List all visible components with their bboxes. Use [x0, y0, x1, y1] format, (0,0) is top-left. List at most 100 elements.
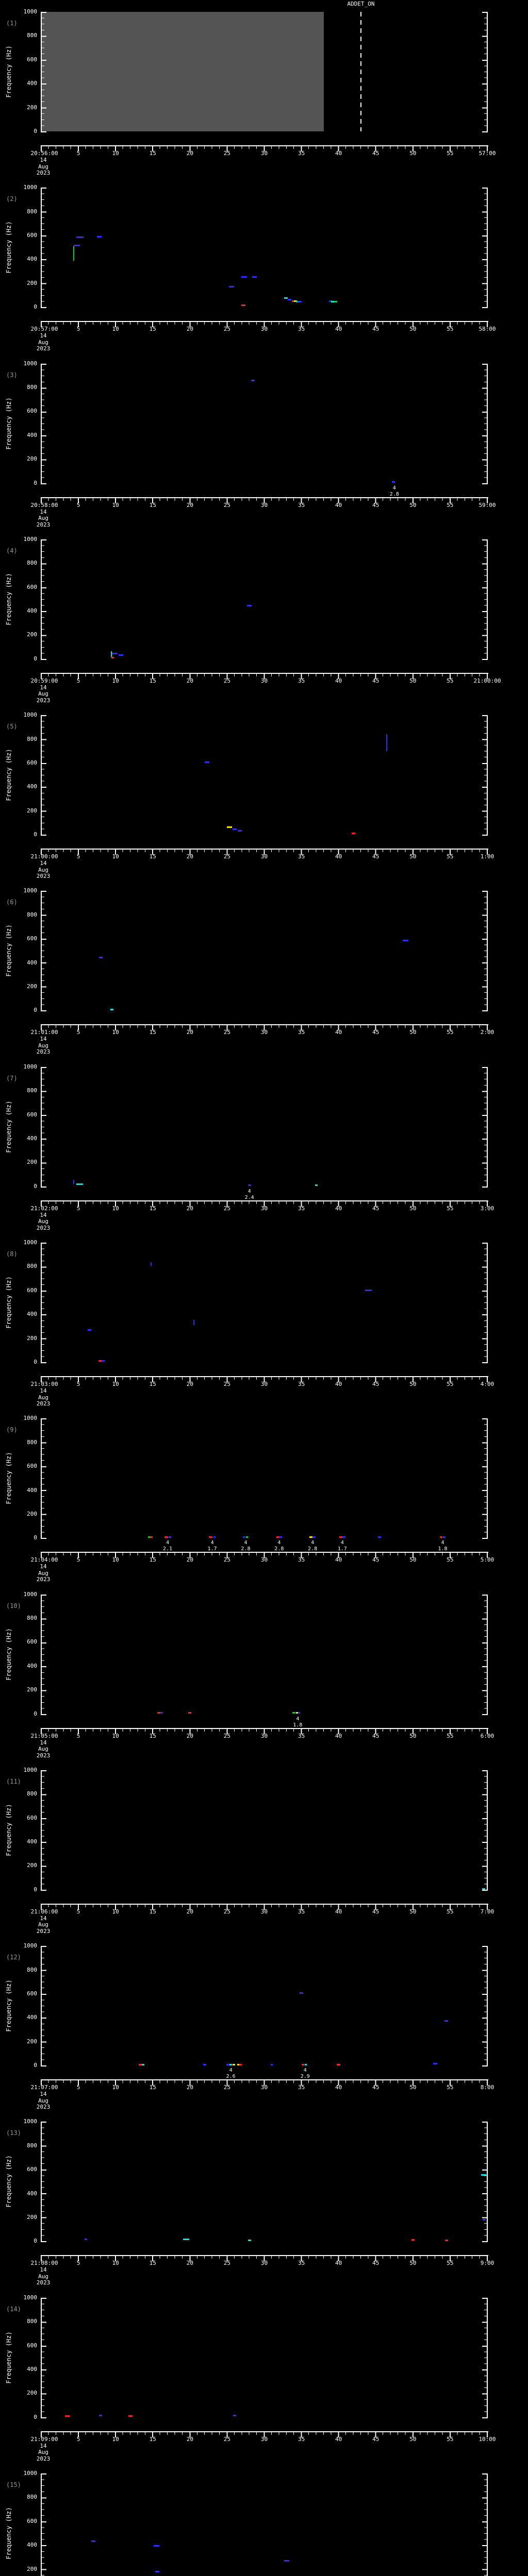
x-end-time-label: 1:00: [480, 853, 494, 860]
spectral-feature: [76, 1183, 84, 1185]
x-axis-minor-ticks: [41, 146, 489, 149]
y-tick-label: 0: [34, 1182, 37, 1190]
x-tick-label: 10: [112, 2435, 119, 2443]
date-label: 14: [40, 1563, 47, 1570]
x-tick-label: 40: [335, 326, 342, 333]
x-tick-label: 35: [298, 1732, 305, 1739]
y-tick-label: 1000: [23, 1239, 38, 1246]
y-tick-label: 0: [34, 1007, 37, 1014]
x-tick-label: 30: [260, 2260, 268, 2267]
spectral-feature: [150, 1536, 153, 1538]
x-tick-label: 15: [149, 150, 156, 157]
y-tick-label: 0: [34, 655, 37, 662]
spectral-feature: [73, 1179, 75, 1184]
y-tick-label: 400: [27, 1134, 37, 1142]
x-start-time-label: 20:59:00: [30, 677, 58, 684]
x-tick-label: 55: [447, 1381, 454, 1388]
y-tick-label: 600: [27, 1638, 37, 1646]
spectral-feature: [74, 245, 80, 247]
x-tick-label: 10: [112, 1908, 119, 1915]
spectrogram-panel: 4 2.6 4 2.9 0 200 400 600 800 1000 Frequency (Hz)(…: [0, 1934, 528, 2110]
x-tick-label: 55: [447, 2260, 454, 2267]
x-axis-major-ticks: [41, 1201, 489, 1207]
x-tick-label: 50: [409, 853, 417, 860]
y-axis-minor-ticks-right: [484, 2122, 487, 2243]
x-tick-label: 20: [186, 1029, 193, 1036]
x-tick-label: 5: [76, 1556, 80, 1564]
spectral-feature: [328, 300, 332, 302]
spectrogram-panel: 0 200 400 600 800 1000 Frequency (Hz) (13) 21:08…: [0, 2110, 528, 2286]
x-tick-label: 40: [335, 1908, 342, 1915]
x-tick-label: 35: [298, 853, 305, 860]
date-label: Aug: [38, 163, 48, 170]
x-axis-line: [41, 145, 488, 146]
y-tick-label: 0: [34, 1359, 37, 1366]
y-axis-left: [41, 1594, 42, 1715]
spectral-feature: [392, 481, 395, 483]
spectral-feature: [229, 2063, 232, 2065]
y-axis-minor-ticks-left: [42, 539, 44, 660]
date-label: 2023: [36, 1927, 51, 1935]
spectral-feature: [183, 2239, 189, 2241]
panel-index-label: (3): [6, 371, 18, 379]
date-label: 2023: [36, 1576, 51, 1583]
x-tick-label: 25: [223, 1029, 231, 1036]
y-axis-minor-ticks-left: [42, 1243, 44, 1364]
x-start-time-label: 20:58:00: [30, 501, 58, 509]
x-axis-major-ticks: [41, 673, 489, 679]
y-tick-label: 200: [27, 1159, 37, 1166]
x-tick-label: 55: [447, 1732, 454, 1739]
y-tick-label: 200: [27, 631, 37, 638]
y-tick-label: 200: [27, 2565, 37, 2572]
x-end-time-label: 7:00: [480, 1908, 494, 1915]
y-axis-left: [41, 12, 42, 132]
x-tick-label: 10: [112, 150, 119, 157]
y-axis-minor-ticks-left: [42, 12, 44, 132]
x-tick-label: 50: [409, 1908, 417, 1915]
y-tick-label: 1000: [23, 8, 38, 15]
spectral-feature: [138, 2063, 142, 2065]
x-tick-label: 45: [372, 326, 380, 333]
x-tick-label: 10: [112, 326, 119, 333]
x-tick-label: 25: [223, 2260, 231, 2267]
y-tick-label: 200: [27, 455, 37, 463]
spectrogram-panel: 0 200 400 600 800 1000 Frequency (Hz) (8) 21:03:…: [0, 1231, 528, 1407]
x-axis-line: [41, 2255, 488, 2257]
x-tick-label: 25: [223, 326, 231, 333]
y-axis-left: [41, 363, 42, 484]
date-label: 14: [40, 332, 47, 340]
x-tick-label: 45: [372, 677, 380, 684]
y-tick-label: 800: [27, 1790, 37, 1798]
event-marker-magnitude: 1.7: [207, 1546, 217, 1552]
x-start-time-label: 21:00:00: [30, 853, 58, 860]
panel-index-label: (9): [6, 1426, 18, 1434]
panel-index-label: (2): [6, 195, 18, 203]
spectrogram-panel: 0 200 400 600 800 1000 Frequency (Hz) (2) 20:57:…: [0, 176, 528, 352]
y-axis-minor-ticks-right: [484, 891, 487, 1012]
event-marker-count: 4: [166, 1540, 170, 1546]
y-axis-minor-ticks-right: [484, 1418, 487, 1539]
y-axis-title: Frequency (Hz): [5, 749, 12, 801]
spectral-feature: [65, 2415, 70, 2417]
x-axis-minor-ticks: [41, 1553, 489, 1556]
x-tick-label: 50: [409, 2084, 417, 2091]
y-axis-left: [41, 1066, 42, 1188]
x-axis-line: [41, 1024, 488, 1026]
x-tick-label: 5: [76, 1205, 80, 1212]
panel-index-label: (1): [6, 20, 18, 27]
x-tick-label: 30: [260, 677, 268, 684]
spectral-feature: [276, 1536, 279, 1538]
x-tick-label: 5: [76, 2260, 80, 2267]
y-axis-title: Frequency (Hz): [5, 1804, 12, 1856]
x-tick-label: 40: [335, 501, 342, 509]
x-axis-minor-ticks: [41, 322, 489, 325]
x-axis-major-ticks: [41, 1025, 489, 1031]
spectral-feature: [287, 299, 292, 301]
date-label: 2023: [36, 873, 51, 880]
x-axis-major-ticks: [41, 850, 489, 855]
x-tick-label: 50: [409, 1732, 417, 1739]
x-tick-label: 35: [298, 677, 305, 684]
x-tick-label: 25: [223, 2435, 231, 2443]
spectrogram-panel: 4 2.4 0 200 400 600 800 1000 Frequency (Hz) (7) 21…: [0, 1055, 528, 1231]
date-label: Aug: [38, 515, 48, 522]
